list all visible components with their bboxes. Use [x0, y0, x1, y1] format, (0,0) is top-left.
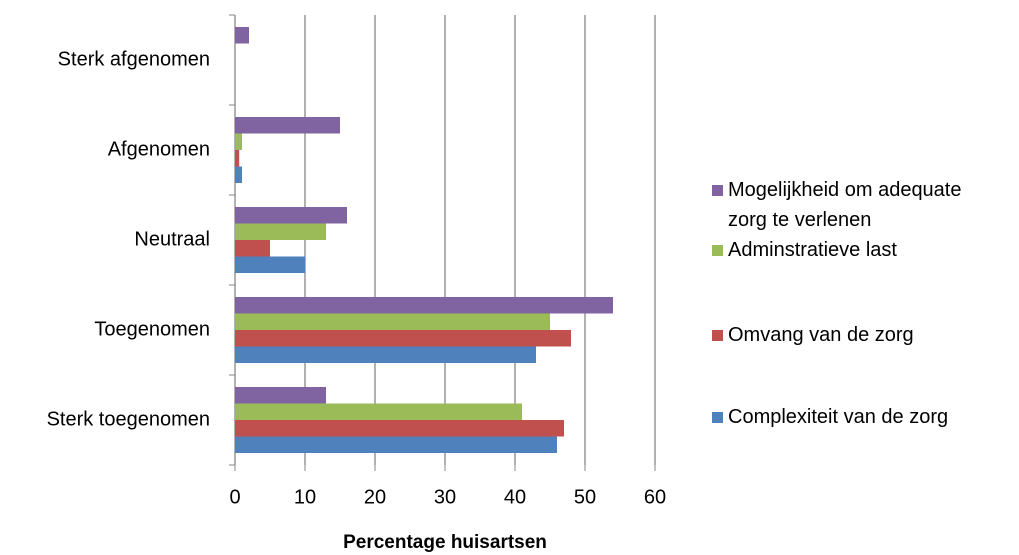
bar	[235, 420, 564, 437]
bar	[235, 256, 305, 273]
bar	[235, 403, 522, 420]
legend-label: Complexiteit van de zorg	[728, 406, 949, 428]
bar	[235, 330, 571, 347]
bar	[235, 133, 242, 150]
x-tick-label: 20	[364, 486, 386, 508]
bar	[235, 313, 550, 330]
y-tick-label: Toegenomen	[94, 318, 210, 340]
y-tick-label: Sterk afgenomen	[58, 48, 210, 70]
x-tick-label: 50	[574, 486, 596, 508]
legend-item: Mogelijkheid om adequate zorg te verlene…	[712, 175, 1012, 235]
x-axis-title: Percentage huisartsen	[343, 532, 547, 553]
legend-swatch	[712, 330, 723, 341]
y-tick-label: Neutraal	[134, 228, 210, 250]
bar	[235, 166, 242, 183]
bar	[235, 297, 613, 314]
bar	[235, 240, 270, 257]
legend-label: Mogelijkheid om adequate zorg te verlene…	[728, 179, 962, 231]
x-tick-label: 30	[434, 486, 456, 508]
legend-swatch	[712, 185, 723, 196]
y-tick-label: Sterk toegenomen	[47, 408, 210, 430]
x-tick-label: 60	[644, 486, 666, 508]
legend-item: Complexiteit van de zorg	[712, 402, 1012, 432]
bar	[235, 27, 249, 44]
bar	[235, 223, 326, 240]
bar	[235, 117, 340, 134]
legend-swatch	[712, 412, 723, 423]
x-tick-label: 40	[504, 486, 526, 508]
bar	[235, 150, 240, 167]
legend-swatch	[712, 245, 723, 256]
x-tick-label: 0	[229, 486, 240, 508]
bar	[235, 346, 536, 363]
x-tick-label: 10	[294, 486, 316, 508]
bar	[235, 387, 326, 404]
legend-item: Adminstratieve last	[712, 235, 1012, 265]
legend-item: Omvang van de zorg	[712, 320, 1012, 350]
legend-label: Adminstratieve last	[728, 239, 897, 261]
y-tick-label: Afgenomen	[108, 138, 210, 160]
legend-label: Omvang van de zorg	[728, 324, 914, 346]
bar	[235, 436, 557, 453]
bar	[235, 207, 347, 224]
